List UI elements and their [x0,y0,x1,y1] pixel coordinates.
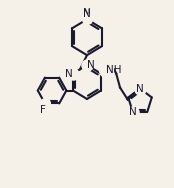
Text: N: N [83,8,91,18]
Text: N: N [65,69,73,79]
Text: N: N [87,60,95,70]
Text: N: N [136,83,144,93]
Text: NH: NH [106,65,121,75]
Text: F: F [40,105,46,115]
Text: N: N [83,9,91,19]
Text: N: N [129,107,137,117]
